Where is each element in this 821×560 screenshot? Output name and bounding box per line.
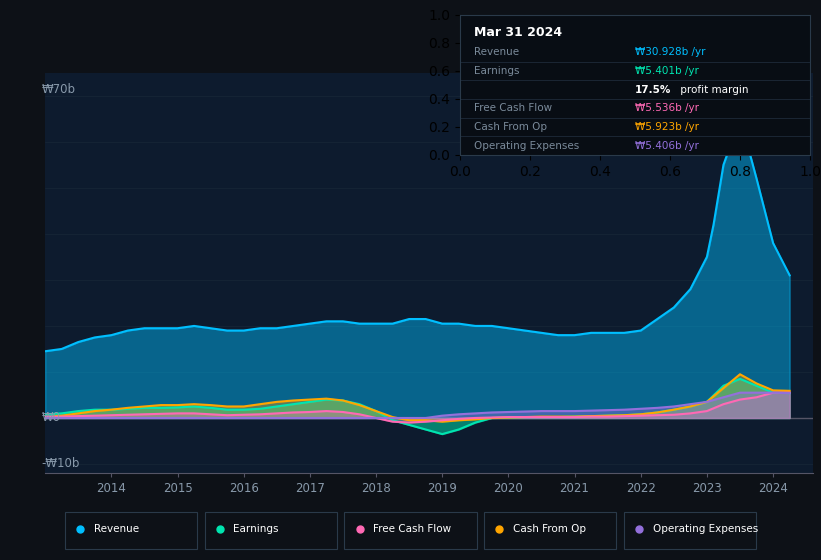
Text: Free Cash Flow: Free Cash Flow: [474, 104, 553, 113]
FancyBboxPatch shape: [345, 512, 476, 549]
Text: Operating Expenses: Operating Expenses: [653, 524, 758, 534]
Text: profit margin: profit margin: [677, 85, 749, 95]
Text: 17.5%: 17.5%: [635, 85, 672, 95]
Text: Revenue: Revenue: [474, 48, 519, 57]
FancyBboxPatch shape: [204, 512, 337, 549]
FancyBboxPatch shape: [65, 512, 197, 549]
Text: ₩5.536b /yr: ₩5.536b /yr: [635, 104, 699, 113]
Text: Cash From Op: Cash From Op: [474, 122, 547, 132]
Text: ₩5.406b /yr: ₩5.406b /yr: [635, 141, 699, 151]
Text: Operating Expenses: Operating Expenses: [474, 141, 580, 151]
Text: Free Cash Flow: Free Cash Flow: [373, 524, 452, 534]
Text: ₩5.401b /yr: ₩5.401b /yr: [635, 66, 699, 76]
Text: ₩70b: ₩70b: [41, 83, 76, 96]
Text: Earnings: Earnings: [233, 524, 279, 534]
Text: ₩5.923b /yr: ₩5.923b /yr: [635, 122, 699, 132]
Text: ₩30.928b /yr: ₩30.928b /yr: [635, 48, 705, 57]
FancyBboxPatch shape: [484, 512, 617, 549]
FancyBboxPatch shape: [624, 512, 756, 549]
Text: Cash From Op: Cash From Op: [513, 524, 586, 534]
Text: Revenue: Revenue: [94, 524, 139, 534]
Text: Mar 31 2024: Mar 31 2024: [474, 26, 562, 39]
Text: ₩0: ₩0: [41, 412, 60, 424]
Text: Earnings: Earnings: [474, 66, 520, 76]
Text: -₩10b: -₩10b: [41, 458, 80, 470]
